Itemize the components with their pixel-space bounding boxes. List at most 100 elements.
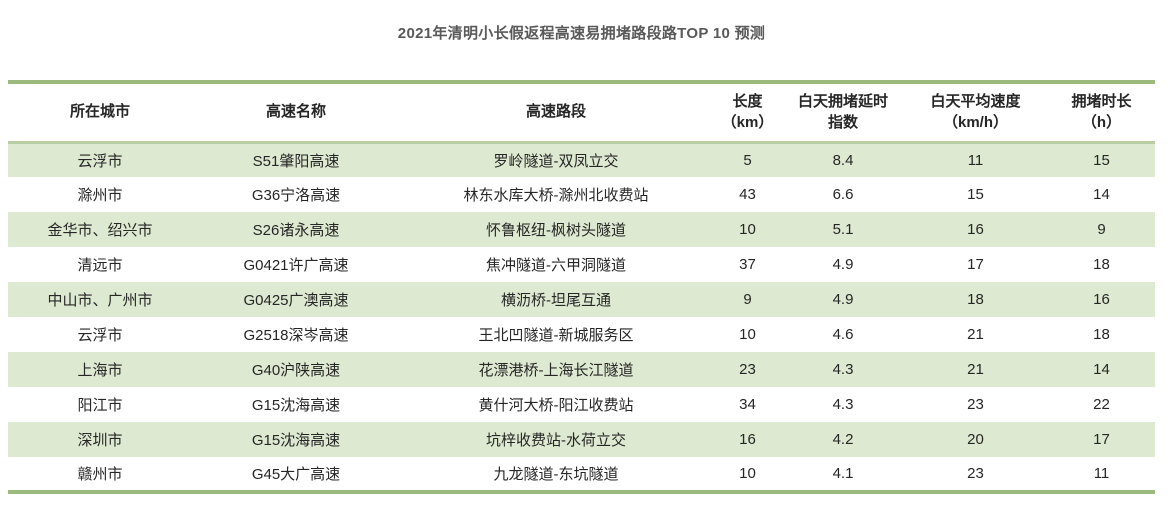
table-row: 云浮市 S51肇阳高速 罗岭隧道-双凤立交 5 8.4 11 15 bbox=[8, 142, 1155, 177]
cell-city: 滁州市 bbox=[77, 187, 123, 204]
cell-city: 云浮市 bbox=[77, 152, 123, 170]
table-row: 滁州市 G36宁洛高速 林东水库大桥-滁州北收费站 43 6.6 15 14 bbox=[8, 177, 1155, 212]
cell-highway-name: S51肇阳高速 bbox=[252, 152, 340, 170]
cell-length-km: 37 bbox=[739, 256, 756, 273]
cell-highway-name: G0425广澳高速 bbox=[243, 292, 349, 309]
cell-length-km: 43 bbox=[739, 186, 756, 203]
column-header-sublabel: 指数 bbox=[827, 114, 858, 132]
cell-length-km: 9 bbox=[743, 291, 752, 308]
cell-city: 清远市 bbox=[77, 257, 123, 274]
cell-length-km: 16 bbox=[739, 431, 756, 448]
cell-road-section: 花漂港桥-上海长江隧道 bbox=[478, 362, 634, 379]
cell-road-section: 黄什河大桥-阳江收费站 bbox=[478, 397, 634, 414]
cell-road-section: 怀鲁枢纽-枫树头隧道 bbox=[486, 222, 626, 239]
cell-city: 上海市 bbox=[77, 362, 123, 379]
cell-duration-h: 22 bbox=[1093, 396, 1110, 413]
cell-length-km: 10 bbox=[739, 465, 756, 482]
column-header-length-km: 长度 （km） bbox=[712, 82, 783, 142]
cell-road-section: 坑梓收费站-水荷立交 bbox=[486, 432, 626, 449]
cell-delay-index: 4.1 bbox=[832, 465, 854, 482]
column-header-delay-index: 白天拥堵延时 指数 bbox=[783, 82, 903, 142]
cell-city: 云浮市 bbox=[77, 327, 123, 344]
column-header-sublabel: （km） bbox=[721, 114, 774, 132]
cell-duration-h: 14 bbox=[1093, 361, 1110, 378]
cell-highway-name: G45大广高速 bbox=[251, 466, 341, 483]
column-header-sublabel: （km/h） bbox=[942, 114, 1008, 132]
cell-road-section: 横沥桥-坦尾互通 bbox=[501, 292, 611, 309]
table-row: 深圳市 G15沈海高速 坑梓收费站-水荷立交 16 4.2 20 17 bbox=[8, 422, 1155, 457]
cell-city: 金华市、绍兴市 bbox=[47, 222, 153, 239]
column-header-label: 所在城市 bbox=[69, 103, 130, 121]
cell-avg-speed: 23 bbox=[967, 396, 984, 413]
cell-avg-speed: 11 bbox=[967, 151, 984, 169]
cell-delay-index: 4.6 bbox=[832, 326, 854, 343]
table-row: 赣州市 G45大广高速 九龙隧道-东坑隧道 10 4.1 23 11 bbox=[8, 457, 1155, 492]
table-row: 中山市、广州市 G0425广澳高速 横沥桥-坦尾互通 9 4.9 18 16 bbox=[8, 282, 1155, 317]
cell-road-section: 王北凹隧道-新城服务区 bbox=[478, 327, 634, 344]
cell-avg-speed: 21 bbox=[967, 361, 984, 378]
cell-delay-index: 4.3 bbox=[832, 361, 854, 378]
column-header-sublabel: （h） bbox=[1081, 114, 1122, 132]
cell-road-section: 焦冲隧道-六甲洞隧道 bbox=[486, 257, 626, 274]
cell-road-section: 林东水库大桥-滁州北收费站 bbox=[463, 187, 649, 204]
cell-delay-index: 8.4 bbox=[832, 151, 854, 169]
table-row: 清远市 G0421许广高速 焦冲隧道-六甲洞隧道 37 4.9 17 18 bbox=[8, 247, 1155, 282]
cell-length-km: 23 bbox=[739, 361, 756, 378]
cell-highway-name: S26诸永高速 bbox=[252, 222, 340, 239]
cell-delay-index: 4.9 bbox=[832, 256, 854, 273]
cell-road-section: 九龙隧道-东坑隧道 bbox=[493, 466, 619, 483]
cell-duration-h: 14 bbox=[1093, 186, 1110, 203]
cell-duration-h: 17 bbox=[1093, 431, 1110, 448]
column-header-avg-speed: 白天平均速度 （km/h） bbox=[903, 82, 1048, 142]
cell-city: 中山市、广州市 bbox=[47, 292, 153, 309]
page-title: 2021年清明小长假返程高速易拥堵路段路TOP 10 预测 bbox=[397, 25, 766, 42]
cell-duration-h: 15 bbox=[1093, 151, 1110, 169]
cell-city: 深圳市 bbox=[77, 432, 123, 449]
cell-duration-h: 9 bbox=[1097, 221, 1106, 238]
cell-delay-index: 4.9 bbox=[832, 291, 854, 308]
cell-highway-name: G15沈海高速 bbox=[251, 397, 341, 414]
cell-city: 阳江市 bbox=[77, 397, 123, 414]
column-header-highway-name: 高速名称 bbox=[192, 82, 400, 142]
table-row: 金华市、绍兴市 S26诸永高速 怀鲁枢纽-枫树头隧道 10 5.1 16 9 bbox=[8, 212, 1155, 247]
congestion-top10-table: 所在城市 高速名称 高速路段 长度 （km） 白天拥堵延时 指数 白天平均速度 （km… bbox=[8, 80, 1155, 494]
cell-delay-index: 4.2 bbox=[832, 431, 854, 448]
column-header-city: 所在城市 bbox=[8, 82, 192, 142]
cell-delay-index: 4.3 bbox=[832, 396, 854, 413]
cell-highway-name: G36宁洛高速 bbox=[251, 187, 341, 204]
column-header-label: 高速路段 bbox=[525, 103, 586, 121]
column-header-label: 高速名称 bbox=[265, 103, 326, 121]
cell-avg-speed: 20 bbox=[967, 431, 984, 448]
cell-duration-h: 16 bbox=[1093, 291, 1110, 308]
table-row: 阳江市 G15沈海高速 黄什河大桥-阳江收费站 34 4.3 23 22 bbox=[8, 387, 1155, 422]
cell-delay-index: 6.6 bbox=[832, 186, 854, 203]
cell-length-km: 10 bbox=[739, 326, 756, 343]
cell-avg-speed: 23 bbox=[967, 465, 984, 482]
column-header-label: 拥堵时长 bbox=[1071, 92, 1132, 110]
cell-duration-h: 11 bbox=[1093, 465, 1110, 482]
column-header-road-section: 高速路段 bbox=[400, 82, 712, 142]
cell-length-km: 5 bbox=[743, 151, 752, 169]
cell-avg-speed: 18 bbox=[967, 291, 984, 308]
table-row: 云浮市 G2518深岑高速 王北凹隧道-新城服务区 10 4.6 21 18 bbox=[8, 317, 1155, 352]
cell-duration-h: 18 bbox=[1093, 256, 1110, 273]
cell-avg-speed: 16 bbox=[967, 221, 984, 238]
cell-avg-speed: 17 bbox=[967, 256, 984, 273]
column-header-label: 白天拥堵延时 bbox=[797, 92, 888, 110]
cell-highway-name: G0421许广高速 bbox=[243, 257, 349, 274]
cell-city: 赣州市 bbox=[77, 466, 123, 483]
column-header-label: 白天平均速度 bbox=[930, 92, 1021, 110]
cell-delay-index: 5.1 bbox=[832, 221, 854, 238]
cell-avg-speed: 15 bbox=[967, 186, 984, 203]
table-body: 云浮市 S51肇阳高速 罗岭隧道-双凤立交 5 8.4 11 15 滁州市 G36宁洛高速 林东水… bbox=[8, 142, 1155, 492]
table-header: 所在城市 高速名称 高速路段 长度 （km） 白天拥堵延时 指数 白天平均速度 （km… bbox=[8, 82, 1155, 142]
header-row: 所在城市 高速名称 高速路段 长度 （km） 白天拥堵延时 指数 白天平均速度 （km… bbox=[8, 82, 1155, 142]
cell-avg-speed: 21 bbox=[967, 326, 984, 343]
table-row: 上海市 G40沪陕高速 花漂港桥-上海长江隧道 23 4.3 21 14 bbox=[8, 352, 1155, 387]
column-header-label: 长度 bbox=[732, 92, 763, 110]
column-header-duration-h: 拥堵时长 （h） bbox=[1048, 82, 1155, 142]
cell-highway-name: G15沈海高速 bbox=[251, 432, 341, 449]
cell-length-km: 10 bbox=[739, 221, 756, 238]
cell-highway-name: G40沪陕高速 bbox=[251, 362, 341, 379]
